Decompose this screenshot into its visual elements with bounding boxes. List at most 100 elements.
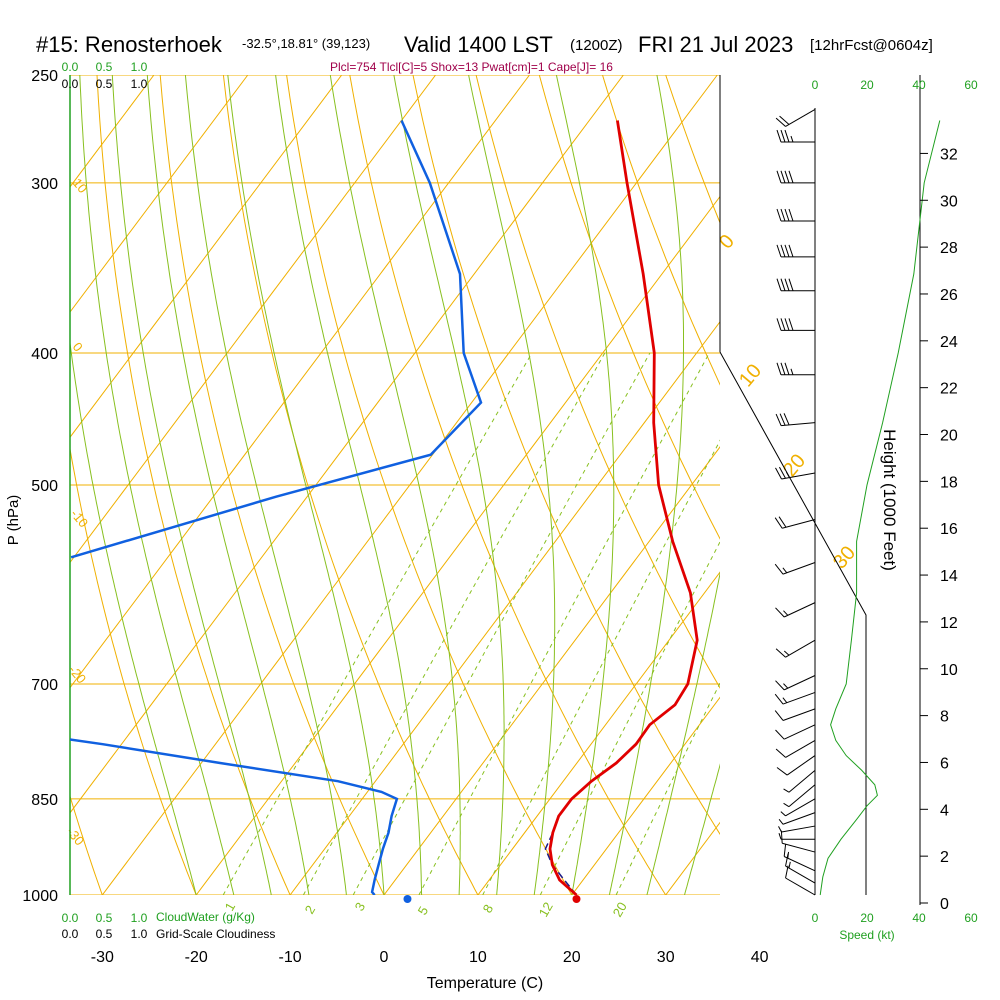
zulu-time: (1200Z): [570, 37, 623, 54]
height-tick-label: 10: [940, 662, 958, 679]
wind-barb-flag: [780, 129, 786, 143]
isotherm-line: [383, 446, 720, 895]
wind-barb: [776, 129, 815, 143]
wind-barb-flag: [780, 362, 786, 375]
wind-barb-flag: [775, 467, 782, 480]
wind-barb: [774, 516, 816, 529]
wind-barb-half-flag: [783, 650, 790, 656]
isotherm-label: -30: [64, 824, 88, 848]
wind-barb-staff: [781, 422, 816, 427]
height-tick-label: 24: [940, 334, 958, 351]
height-tick-label: 20: [940, 428, 958, 445]
height-tick-label: 4: [940, 802, 949, 819]
pressure-tick-label: 250: [31, 68, 58, 85]
wind-barb-half-flag: [788, 861, 791, 869]
wind-barb-flag: [788, 244, 794, 258]
isotherm-line: [101, 75, 718, 895]
mixing-ratio-line: [615, 682, 720, 895]
forecast-run: [12hrFcst@0604z]: [810, 37, 933, 54]
wind-barb-flag: [780, 830, 783, 844]
cloudiness-tick-top: 0.0: [62, 77, 79, 91]
wind-barb-staff: [788, 769, 816, 793]
wind-barb-flag: [784, 362, 790, 375]
wind-barb-flag: [776, 170, 782, 184]
temperature-tick-label: 10: [469, 949, 487, 966]
dry-adiabat-line: [70, 794, 103, 895]
wind-barb-half-flag: [778, 826, 782, 833]
mixing-ratio-label: 8: [480, 902, 497, 916]
wind-barb-flag: [778, 466, 786, 479]
isotherm-line: [760, 75, 1000, 895]
pressure-tick-label: 500: [31, 478, 58, 495]
wind-barb: [783, 784, 816, 808]
wind-barb: [778, 833, 815, 840]
wind-barb-staff: [785, 865, 816, 884]
wind-barb-flag: [776, 244, 782, 258]
wind-barb-half-flag: [783, 788, 790, 793]
wind-barb-half-flag: [783, 610, 789, 616]
wind-barb-flag: [784, 129, 790, 143]
wind-barb-staff: [785, 109, 816, 127]
dry-adiabat-line: [538, 75, 720, 540]
wind-barb: [775, 639, 816, 658]
dry-adiabat-line: [412, 75, 720, 836]
wind-barb-staff: [782, 518, 816, 529]
speed-tick-label-top: 40: [912, 78, 926, 92]
wind-barb-flag: [779, 413, 786, 426]
isotherm-line: [195, 195, 720, 895]
wind-barb-flag: [775, 680, 785, 691]
wind-barb-flag: [780, 278, 786, 291]
wind-barb-flag: [776, 129, 782, 143]
isotherm-line: [70, 75, 530, 689]
wind-barb: [774, 691, 816, 705]
speed-tick-label-bottom: 40: [912, 911, 926, 925]
wind-barb-flag: [775, 748, 786, 758]
mixing-ratio-line: [539, 540, 720, 895]
wind-barb-staff: [785, 739, 816, 758]
wind-barb: [778, 825, 816, 833]
wind-barb-flag: [775, 117, 786, 127]
isotherm-line: [289, 320, 720, 895]
temperature-tick-label: 20: [563, 949, 581, 966]
dry-adiabat-line: [0, 51, 8, 895]
cloudiness-tick-top: 1.0: [131, 77, 148, 91]
wind-barb-flag: [776, 767, 788, 776]
cloudiness-tick-bottom: 1.0: [131, 927, 148, 941]
dry-adiabat-line: [349, 75, 667, 895]
moist-adiabat-line: [393, 75, 505, 895]
wind-barb-staff: [783, 724, 816, 740]
isotherm-label: 0: [70, 339, 86, 354]
wind-barb: [774, 708, 816, 721]
height-tick-label: 32: [940, 146, 958, 163]
wind-barb-flag: [774, 517, 783, 529]
pressure-tick-label: 700: [31, 677, 58, 694]
dry-adiabat-label: 0: [715, 231, 739, 254]
moist-adiabat-line: [111, 75, 272, 895]
wind-barb: [776, 170, 815, 184]
wind-barb-half-flag: [782, 697, 788, 703]
height-tick-label: 12: [940, 615, 958, 632]
wind-barb-staff: [783, 602, 816, 618]
wind-barb: [776, 278, 815, 292]
wind-barb-flag: [784, 170, 790, 184]
moist-adiabat-line: [608, 75, 684, 895]
wind-barb-half-flag: [783, 802, 790, 808]
station-coords: -32.5°,18.81° (39,123): [242, 36, 370, 51]
wind-barb: [775, 739, 816, 758]
wind-barb-flag: [775, 729, 785, 740]
wind-barb: [776, 244, 815, 258]
temperature-tick-label: 40: [751, 949, 769, 966]
wind-barb: [776, 208, 815, 222]
wind-barb-staff: [785, 639, 816, 658]
height-tick-label: 6: [940, 755, 949, 772]
dewpoint-line: [70, 738, 399, 895]
moist-adiabat-line: [722, 75, 948, 895]
cloudwater-label: CloudWater (g/Kg): [156, 910, 255, 924]
height-tick-label: 0: [940, 896, 949, 913]
wind-barb-flag: [788, 318, 794, 331]
dry-adiabat-line: [222, 75, 479, 895]
dry-adiabat-line: [286, 75, 573, 895]
wind-barb-staff: [783, 856, 816, 872]
height-tick-label: 22: [940, 381, 958, 398]
